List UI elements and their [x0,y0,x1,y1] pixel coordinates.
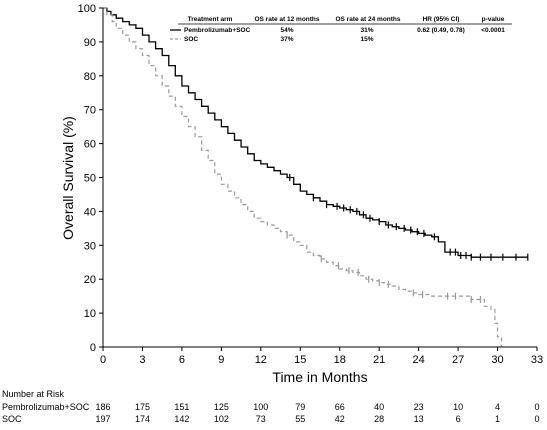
series-line-pembrolizumab-soc [103,7,528,258]
y-tick-label: 10 [84,308,96,320]
risk-value: 4 [495,402,500,412]
x-tick-label: 24 [413,354,425,366]
risk-value: 197 [95,414,110,424]
risk-value: 100 [253,402,268,412]
x-tick-label: 6 [179,354,185,366]
risk-value: 0 [534,402,539,412]
x-tick-label: 30 [491,354,503,366]
plot-area [103,7,529,347]
risk-value: 102 [214,414,229,424]
risk-value: 73 [256,414,266,424]
risk-value: 55 [295,414,305,424]
risk-value: 23 [414,402,424,412]
x-tick-label: 33 [531,354,543,366]
risk-row-label: SOC [2,414,22,424]
x-tick-label: 21 [373,354,385,366]
x-tick-label: 9 [218,354,224,366]
y-tick-label: 40 [84,206,96,218]
risk-row-label: Pembrolizumab+SOC [2,402,90,412]
axes: 0 3 6 9 12 15 18 21 24 27 30 33 0 10 20 30 40 50 60 70 80 90 1… [78,3,543,366]
legend-os24: 15% [360,36,373,43]
risk-value: 10 [453,402,463,412]
risk-value: 6 [456,414,461,424]
legend-hr: 0.62 (0.49, 0.78) [417,27,465,34]
risk-value: 151 [174,402,189,412]
y-tick-label: 70 [84,105,96,117]
legend-os12: 54% [280,27,293,34]
x-tick-label: 18 [334,354,346,366]
y-tick-label: 60 [84,139,96,151]
x-tick-label: 0 [100,354,106,366]
risk-value: 125 [214,402,229,412]
x-tick-label: 12 [255,354,267,366]
x-tick-label: 3 [139,354,145,366]
legend-header: HR (95% CI) [423,16,460,23]
legend-p: <0.0001 [481,27,505,34]
legend-header: p-value [482,16,505,23]
risk-value: 1 [495,414,500,424]
y-tick-label: 80 [84,71,96,83]
x-axis-title: Time in Months [272,369,367,385]
x-tick-label: 27 [452,354,464,366]
legend-arm: SOC [184,36,198,43]
y-tick-label: 20 [84,274,96,286]
y-tick-label: 90 [84,37,96,49]
risk-value: 42 [335,414,345,424]
legend-header: Treatment arm [188,16,233,23]
legend: Treatment arm OS rate at 12 months OS rate… [170,16,512,43]
y-tick-label: 100 [78,3,96,15]
risk-value: 186 [95,402,110,412]
legend-os24: 31% [360,27,373,34]
risk-value: 79 [295,402,305,412]
y-tick-label: 30 [84,240,96,252]
y-tick-label: 50 [84,173,96,185]
legend-arm: Pembrolizumab+SOC [184,27,251,34]
legend-os12: 37% [280,36,293,43]
risk-value: 40 [374,402,384,412]
risk-value: 28 [374,414,384,424]
legend-header: OS rate at 12 months [254,16,319,23]
legend-header: OS rate at 24 months [335,16,400,23]
y-axis-title: Overall Survival (%) [60,116,76,240]
y-tick-label: 0 [90,342,96,354]
risk-value: 13 [414,414,424,424]
risk-table: Pembrolizumab+SOC 186 175 151 125 100 79 66 40 23… [2,402,540,424]
series-line-soc [103,7,503,347]
risk-value: 174 [135,414,150,424]
risk-value: 0 [534,414,539,424]
risk-value: 66 [335,402,345,412]
risk-table-title: Number at Risk [2,389,65,399]
risk-value: 142 [174,414,189,424]
risk-value: 175 [135,402,150,412]
x-tick-label: 15 [294,354,306,366]
